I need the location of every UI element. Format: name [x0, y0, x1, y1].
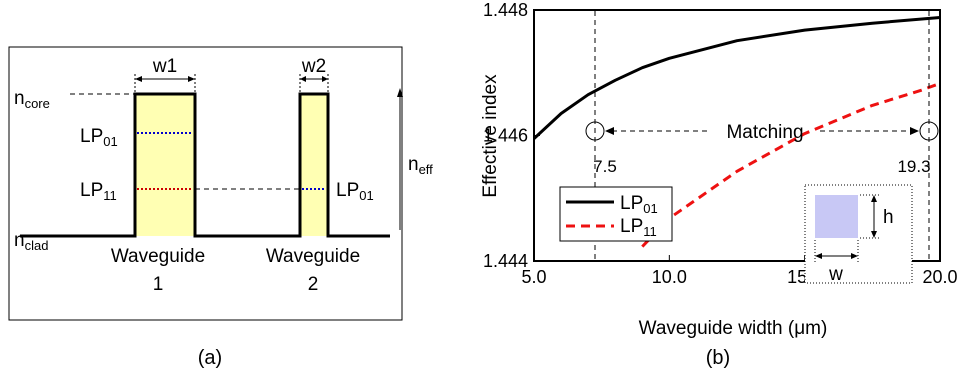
x-axis-label: Waveguide width (μm): [639, 318, 828, 339]
series-line-lp01: [532, 16, 941, 140]
lp01-label-wg1: LP01: [80, 126, 118, 149]
inset-cross-section: h w: [804, 184, 913, 285]
legend-label-lp11: LP11: [620, 216, 657, 239]
match-value-left: 7.5: [593, 157, 617, 176]
match-value-right: 19.3: [897, 157, 930, 176]
panel-a-caption: (a): [198, 347, 222, 369]
matching-arrowhead-right: [910, 127, 919, 135]
y-tick-label: 1.446: [483, 126, 528, 146]
waveguide-1-core: [135, 94, 195, 236]
x-tick-label: 10.0: [652, 267, 687, 287]
inset-w-label: w: [828, 264, 843, 285]
legend: LP01 LP11: [559, 186, 673, 242]
waveguide-2-core: [300, 94, 328, 236]
waveguide-1-number: 1: [153, 274, 164, 295]
matching-label: Matching: [726, 122, 803, 143]
y-axis-label: Effective index: [480, 74, 501, 198]
inset-h-arrowhead-bottom: [871, 231, 877, 238]
y-axis-ticks: 1.444 1.446 1.448: [483, 0, 540, 271]
w2-arrowhead-right: [322, 76, 328, 82]
w1-arrowhead-right: [188, 76, 195, 82]
w2-label: w2: [301, 56, 326, 77]
inset-w-arrowhead-right: [851, 253, 858, 259]
waveguide-1-label: Waveguide: [111, 246, 205, 267]
n-clad-label: nclad: [14, 230, 48, 253]
match-circle-left: [585, 121, 605, 141]
inset-core-square: [815, 195, 858, 238]
waveguide-2-label: Waveguide: [266, 246, 360, 267]
series-line-lp11: [641, 81, 941, 248]
x-tick-label: 5.0: [521, 267, 546, 287]
series-layer: [532, 16, 941, 248]
panel-b-caption: (b): [706, 347, 730, 369]
inset-w-arrowhead-left: [815, 253, 822, 259]
n-eff-label: neff: [408, 154, 433, 177]
match-circle-right: [919, 121, 939, 141]
x-tick-label: 20.0: [922, 267, 957, 287]
waveguide-2-number: 2: [308, 274, 319, 295]
panel-a-frame: [8, 46, 403, 321]
w1-arrowhead-left: [135, 76, 142, 82]
lp01-label-wg2: LP01: [336, 180, 374, 203]
legend-box: [559, 186, 673, 242]
n-core-label: ncore: [14, 88, 50, 111]
lp11-label-wg1: LP11: [80, 180, 117, 203]
legend-label-lp01: LP01: [620, 193, 658, 216]
y-tick-label: 1.448: [483, 0, 528, 20]
matching-arrowhead-left: [605, 127, 614, 135]
panel-a: w1 w2 ncore nclad neff LP01 LP11 LP01 Wa…: [8, 46, 433, 369]
inset-h-label: h: [883, 207, 894, 228]
n-eff-arrowhead: [397, 88, 403, 97]
inset-h-arrowhead-top: [871, 195, 877, 202]
index-profile: [20, 92, 390, 238]
w2-arrowhead-left: [300, 76, 306, 82]
y-tick-label: 1.444: [483, 251, 528, 271]
w1-label: w1: [152, 56, 177, 77]
